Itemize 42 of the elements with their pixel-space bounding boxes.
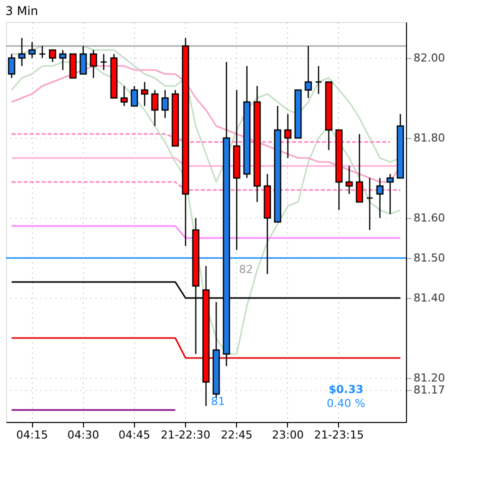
candlestick [356, 133, 364, 203]
annotation: 81 [211, 395, 225, 408]
candlestick [18, 37, 26, 67]
x-tick-label: 04:30 [67, 428, 100, 442]
candlestick [69, 53, 77, 79]
y-tick-label: 81.60 [414, 212, 445, 224]
y-tick-label: 81.40 [414, 292, 445, 304]
candlestick [141, 81, 148, 107]
candlestick [90, 49, 98, 79]
candlestick [376, 177, 384, 219]
candlestick [151, 89, 158, 127]
x-tick-label: 22:45 [220, 428, 253, 442]
annotation: 0.40 % [326, 397, 366, 410]
candlestick [38, 45, 46, 59]
x-tick-label: 04:45 [118, 428, 150, 442]
candlestick [100, 53, 108, 71]
candlestick [120, 85, 128, 107]
candlestick [366, 177, 374, 231]
candlestick [59, 49, 66, 71]
y-tick-label: 81.20 [414, 372, 445, 384]
candlestick [314, 65, 322, 95]
candlestick [130, 85, 138, 107]
candlestick [346, 165, 353, 195]
candlestick [304, 45, 312, 99]
y-tick-label: 81.50 [414, 252, 445, 264]
candlestick [161, 89, 169, 119]
chart-title: 3 Min [5, 4, 38, 18]
candlestick [28, 41, 36, 59]
candlestick [8, 53, 16, 79]
candlestick [48, 49, 56, 63]
candlestick [284, 113, 292, 159]
annotation: 82 [239, 263, 253, 276]
annotation: $0.33 [328, 383, 364, 396]
y-tick-label: 81.17 [414, 384, 445, 396]
y-tick-label: 81.80 [414, 132, 445, 144]
x-tick-label: 04:15 [16, 428, 48, 442]
x-tick-label: 21-22:30 [160, 428, 210, 442]
x-tick-label: 21-23:15 [314, 428, 364, 442]
candlestick [386, 173, 394, 215]
candlestick [80, 45, 87, 75]
x-tick-label: 23:00 [272, 428, 304, 442]
y-tick-label: 82.00 [414, 52, 445, 64]
